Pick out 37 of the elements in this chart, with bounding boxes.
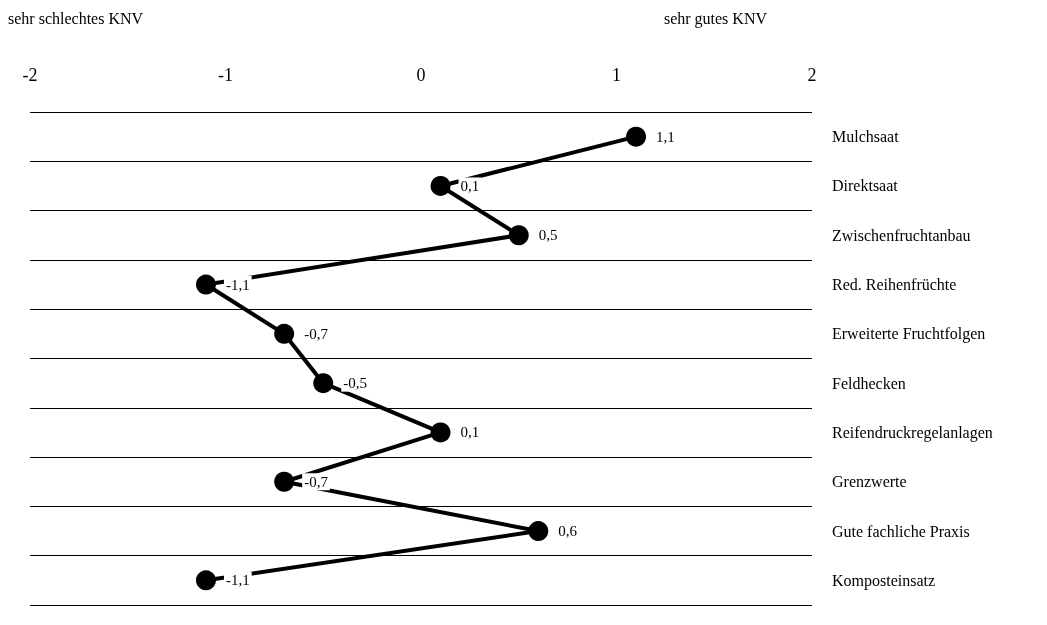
y-tick-label: Komposteinsatz bbox=[832, 571, 936, 590]
y-tick-label: Reifendruckregelanlagen bbox=[832, 423, 993, 442]
y-tick-label: Red. Reihenfrüchte bbox=[832, 276, 957, 294]
x-tick-label: 0 bbox=[416, 65, 426, 85]
x-tick-label: -2 bbox=[22, 65, 38, 85]
x-tick-label: 2 bbox=[807, 65, 817, 85]
data-label: 0,6 bbox=[558, 523, 578, 540]
data-label: 1,1 bbox=[656, 128, 675, 145]
data-label: -0,7 bbox=[304, 325, 329, 342]
data-label: -0,7 bbox=[304, 473, 329, 490]
x-tick-label: -1 bbox=[218, 65, 233, 85]
point bbox=[195, 570, 216, 591]
point bbox=[313, 373, 334, 394]
point bbox=[528, 521, 549, 542]
y-tick-label: Zwischenfruchtanbau bbox=[832, 226, 971, 244]
data-label: 0,1 bbox=[460, 177, 480, 194]
y-tick-label: Feldhecken bbox=[832, 374, 906, 392]
point bbox=[430, 422, 451, 443]
text: sehr schlechtes KNV bbox=[8, 9, 144, 27]
point bbox=[508, 225, 529, 246]
y-tick-label: Grenzwerte bbox=[832, 473, 907, 491]
data-label: -1,1 bbox=[225, 572, 250, 589]
y-tick-label: Direktsaat bbox=[832, 177, 899, 195]
y-tick-label: Erweiterte Fruchtfolgen bbox=[832, 325, 986, 344]
text: sehr gutes KNV bbox=[663, 9, 768, 28]
data-label: 0,5 bbox=[538, 227, 558, 244]
data-label: -1,1 bbox=[225, 276, 250, 293]
y-tick-label: Gute fachliche Praxis bbox=[832, 522, 970, 540]
data-label: 0,1 bbox=[460, 424, 480, 441]
point bbox=[195, 274, 216, 295]
y-tick-label: Mulchsaat bbox=[832, 128, 900, 146]
point bbox=[430, 175, 451, 196]
point bbox=[274, 323, 295, 344]
x-tick-label: 1 bbox=[612, 65, 621, 85]
point bbox=[626, 126, 647, 147]
data-label: -0,5 bbox=[343, 375, 367, 392]
point bbox=[274, 471, 295, 492]
